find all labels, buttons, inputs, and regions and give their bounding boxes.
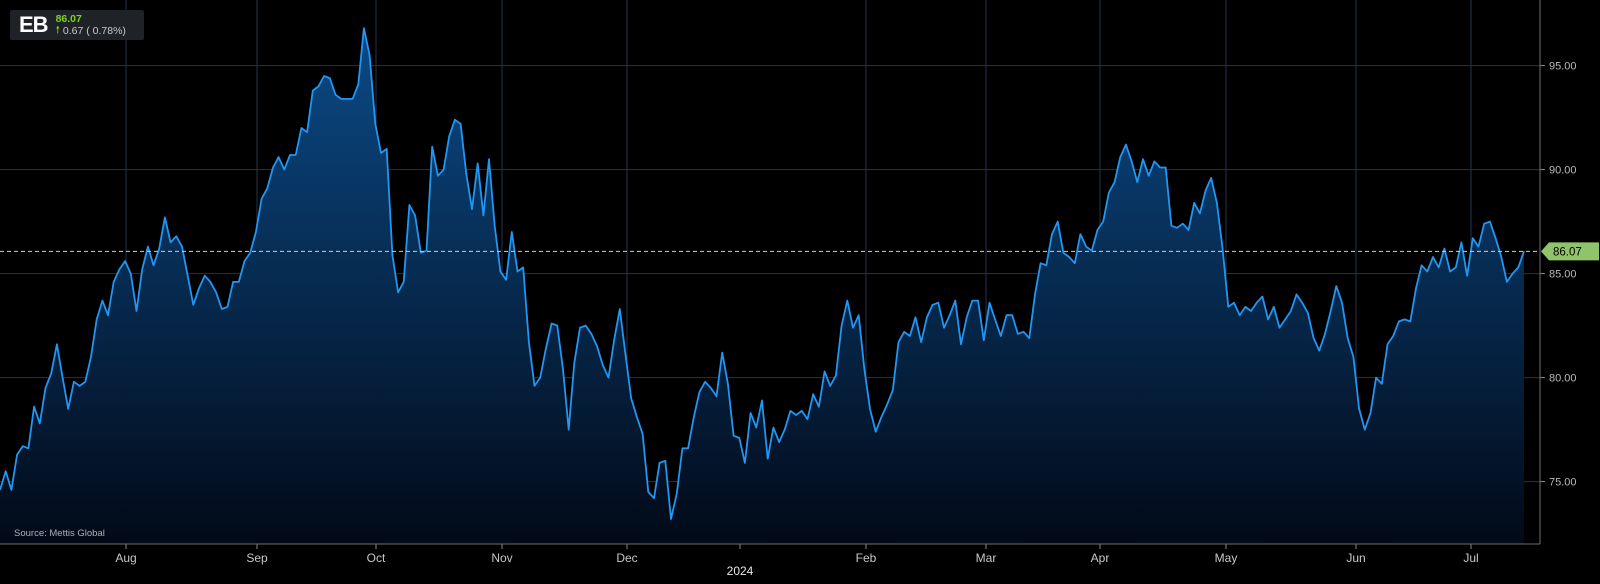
y-tick-label: 75.00 <box>1549 477 1577 489</box>
last-price-tag-shape <box>1541 242 1599 261</box>
ticker-change: 0.67 ( 0.78%) <box>62 25 126 37</box>
x-tick-label: Apr <box>1091 551 1110 565</box>
price-series-line <box>0 27 1525 520</box>
up-arrow-icon: 🠕 <box>55 25 60 37</box>
x-axis-ticks: Aug Sep Oct Nov Dec Feb Mar Apr May Jun Jul <box>115 551 1478 565</box>
last-price-tag: 86.07 <box>1541 242 1599 261</box>
last-price-label: 86.07 <box>1553 246 1582 258</box>
y-tick-label: 95.00 <box>1549 61 1577 73</box>
x-tick-label: Sep <box>246 551 268 565</box>
x-tick-label: Jun <box>1346 551 1365 565</box>
ticker-values: 86.07 🠕 0.67 ( 0.78%) <box>56 13 126 37</box>
y-axis-ticks: 75.00 80.00 85.00 90.00 95.00 <box>1549 61 1577 489</box>
year-label: 2024 <box>727 564 754 578</box>
ticker-change-row: 🠕 0.67 ( 0.78%) <box>56 25 126 37</box>
ticker-price: 86.07 <box>55 12 82 25</box>
source-note: Source: Mettis Global <box>14 528 105 539</box>
x-tick-label: Oct <box>367 551 386 565</box>
x-tick-label: Jul <box>1463 551 1478 565</box>
ticker-symbol: EB <box>19 12 49 37</box>
chart-axes <box>0 0 1545 549</box>
x-tick-label: Feb <box>856 551 877 565</box>
y-tick-label: 85.00 <box>1549 269 1577 281</box>
x-tick-label: Aug <box>115 551 136 565</box>
x-tick-label: May <box>1215 551 1238 565</box>
y-tick-label: 90.00 <box>1549 165 1577 177</box>
y-tick-label: 80.00 <box>1549 373 1577 385</box>
x-tick-label: Nov <box>491 551 512 565</box>
price-area-fill <box>0 28 1524 544</box>
x-tick-label: Mar <box>976 551 997 565</box>
ticker-badge: EB 86.07 🠕 0.67 ( 0.78%) <box>10 10 144 40</box>
x-tick-label: Dec <box>616 551 637 565</box>
